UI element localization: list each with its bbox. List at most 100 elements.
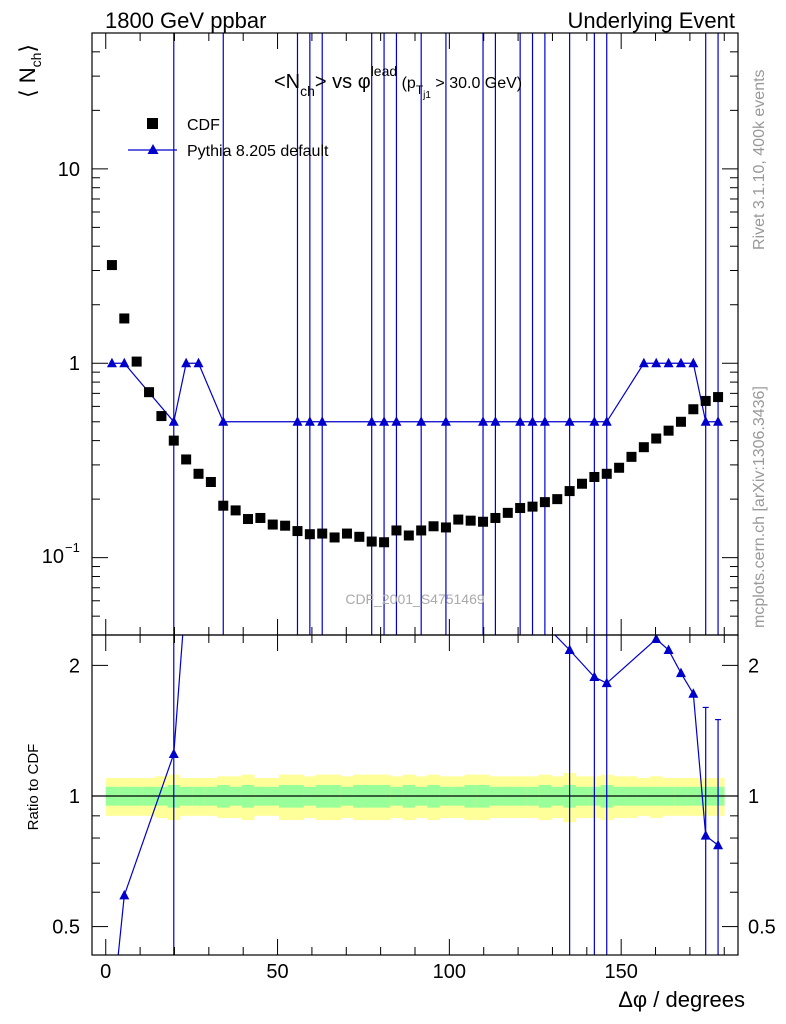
legend: CDF Pythia 8.205 default [128, 117, 329, 160]
pythia-point [317, 416, 328, 426]
cdf-point [700, 395, 711, 406]
ratio-line [554, 635, 719, 846]
main-panel [106, 33, 724, 635]
cdf-point [552, 494, 563, 505]
cdf-point [688, 404, 699, 415]
cdf-point [379, 537, 390, 548]
cdf-point [416, 525, 427, 536]
ratio-point [601, 677, 612, 688]
ratio-point [713, 839, 724, 850]
pythia-point [688, 357, 699, 368]
pythia-point [539, 416, 550, 426]
cdf-point [255, 512, 266, 523]
cdf-point [440, 522, 451, 533]
cdf-point [218, 500, 229, 511]
pythia-point [651, 357, 662, 368]
cdf-point [366, 536, 377, 547]
cdf-point [713, 392, 724, 403]
pythia-point [106, 357, 117, 368]
pythia-point [292, 416, 303, 426]
axis-ticks [92, 32, 738, 955]
xtick-label: 0 [100, 961, 111, 983]
pythia-point [478, 416, 489, 426]
legend-pythia-marker [147, 144, 159, 154]
cdf-point [280, 520, 291, 531]
cdf-point [453, 514, 464, 525]
cdf-point [576, 478, 587, 489]
ratio-line [117, 635, 184, 955]
pythia-point [181, 357, 192, 368]
ratio-data-clip [117, 635, 724, 955]
ratio-bands [105, 772, 725, 823]
cdf-point [403, 530, 414, 541]
pythia-line [111, 362, 719, 424]
cdf-point [502, 507, 513, 518]
cdf-point [230, 505, 241, 516]
top-data-clip [106, 33, 724, 635]
pythia-point [119, 357, 130, 368]
cdf-point [341, 528, 352, 539]
cdf-point [465, 515, 476, 526]
ratio-ytick-label-right: 1 [748, 786, 759, 808]
xtick-label: 50 [266, 961, 288, 983]
legend-cdf-marker [147, 118, 158, 129]
cdf-point [106, 260, 117, 271]
pythia-point [490, 416, 501, 426]
cdf-point [601, 468, 612, 479]
cdf-point [119, 313, 130, 324]
legend-pythia-label: Pythia 8.205 default [187, 143, 329, 160]
cdf-point [193, 468, 204, 479]
cdf-point [490, 512, 501, 523]
plot-title: <Nch> vs φlead (pTj1 > 30.0 GeV) [274, 63, 522, 101]
legend-cdf-label: CDF [187, 117, 220, 134]
cdf-point [317, 528, 328, 539]
ratio-ytick-label-right: 0.5 [748, 917, 776, 939]
pythia-point [366, 416, 377, 426]
cdf-point [329, 532, 340, 543]
ratio-ytick-label-right: 2 [748, 655, 759, 677]
ratio-panel [92, 635, 738, 955]
pythia-point [675, 357, 686, 368]
header-right: Underlying Event [567, 8, 735, 33]
cdf-point [527, 501, 538, 512]
analysis-watermark: CDF_2001_S4751469 [345, 591, 485, 607]
ratio-point [688, 688, 699, 698]
pythia-point [379, 416, 390, 426]
cdf-point [638, 442, 649, 453]
ytick-label-1: 1 [69, 353, 80, 375]
cdf-point [144, 387, 155, 398]
xtick-label: 150 [604, 961, 637, 983]
cdf-point [478, 516, 489, 527]
mcplots-label: mcplots.cern.ch [arXiv:1306.3436] [751, 386, 768, 628]
cdf-point [292, 526, 303, 537]
y-axis-label-top: ⟨ Nch⟩ [15, 44, 44, 98]
ratio-ytick-label-left: 0.5 [52, 917, 80, 939]
cdf-point [539, 497, 550, 508]
pythia-point [515, 416, 526, 426]
pythia-point [193, 357, 204, 368]
pythia-point [416, 416, 427, 426]
rivet-label: Rivet 3.1.10, 400k events [751, 69, 768, 250]
cdf-point [168, 435, 179, 446]
svg-text:<Nch> vs φlead (pTj1 > 30.0 Ge: <Nch> vs φlead (pTj1 > 30.0 GeV) [274, 63, 522, 101]
cdf-point [131, 356, 142, 367]
ratio-point [663, 644, 674, 655]
pythia-point [601, 416, 612, 426]
ratio-ytick-label-left: 1 [69, 786, 80, 808]
ratio-point [651, 635, 662, 644]
x-axis-label: Δφ / degrees [618, 987, 745, 1012]
cdf-point [243, 514, 254, 525]
pythia-point [589, 416, 600, 426]
pythia-point [440, 416, 451, 426]
cdf-point [267, 519, 278, 530]
pythia-point [700, 416, 711, 426]
pythia-point [663, 357, 674, 368]
cdf-point [515, 503, 526, 514]
pythia-point [527, 416, 538, 426]
svg-text:10: 10 [42, 546, 64, 568]
svg-text:−1: −1 [65, 540, 80, 555]
cdf-point [589, 471, 600, 482]
y-axis-label-ratio: Ratio to CDF [25, 744, 42, 831]
xtick-label: 100 [433, 961, 466, 983]
ytick-label-10: 10 [58, 159, 80, 181]
